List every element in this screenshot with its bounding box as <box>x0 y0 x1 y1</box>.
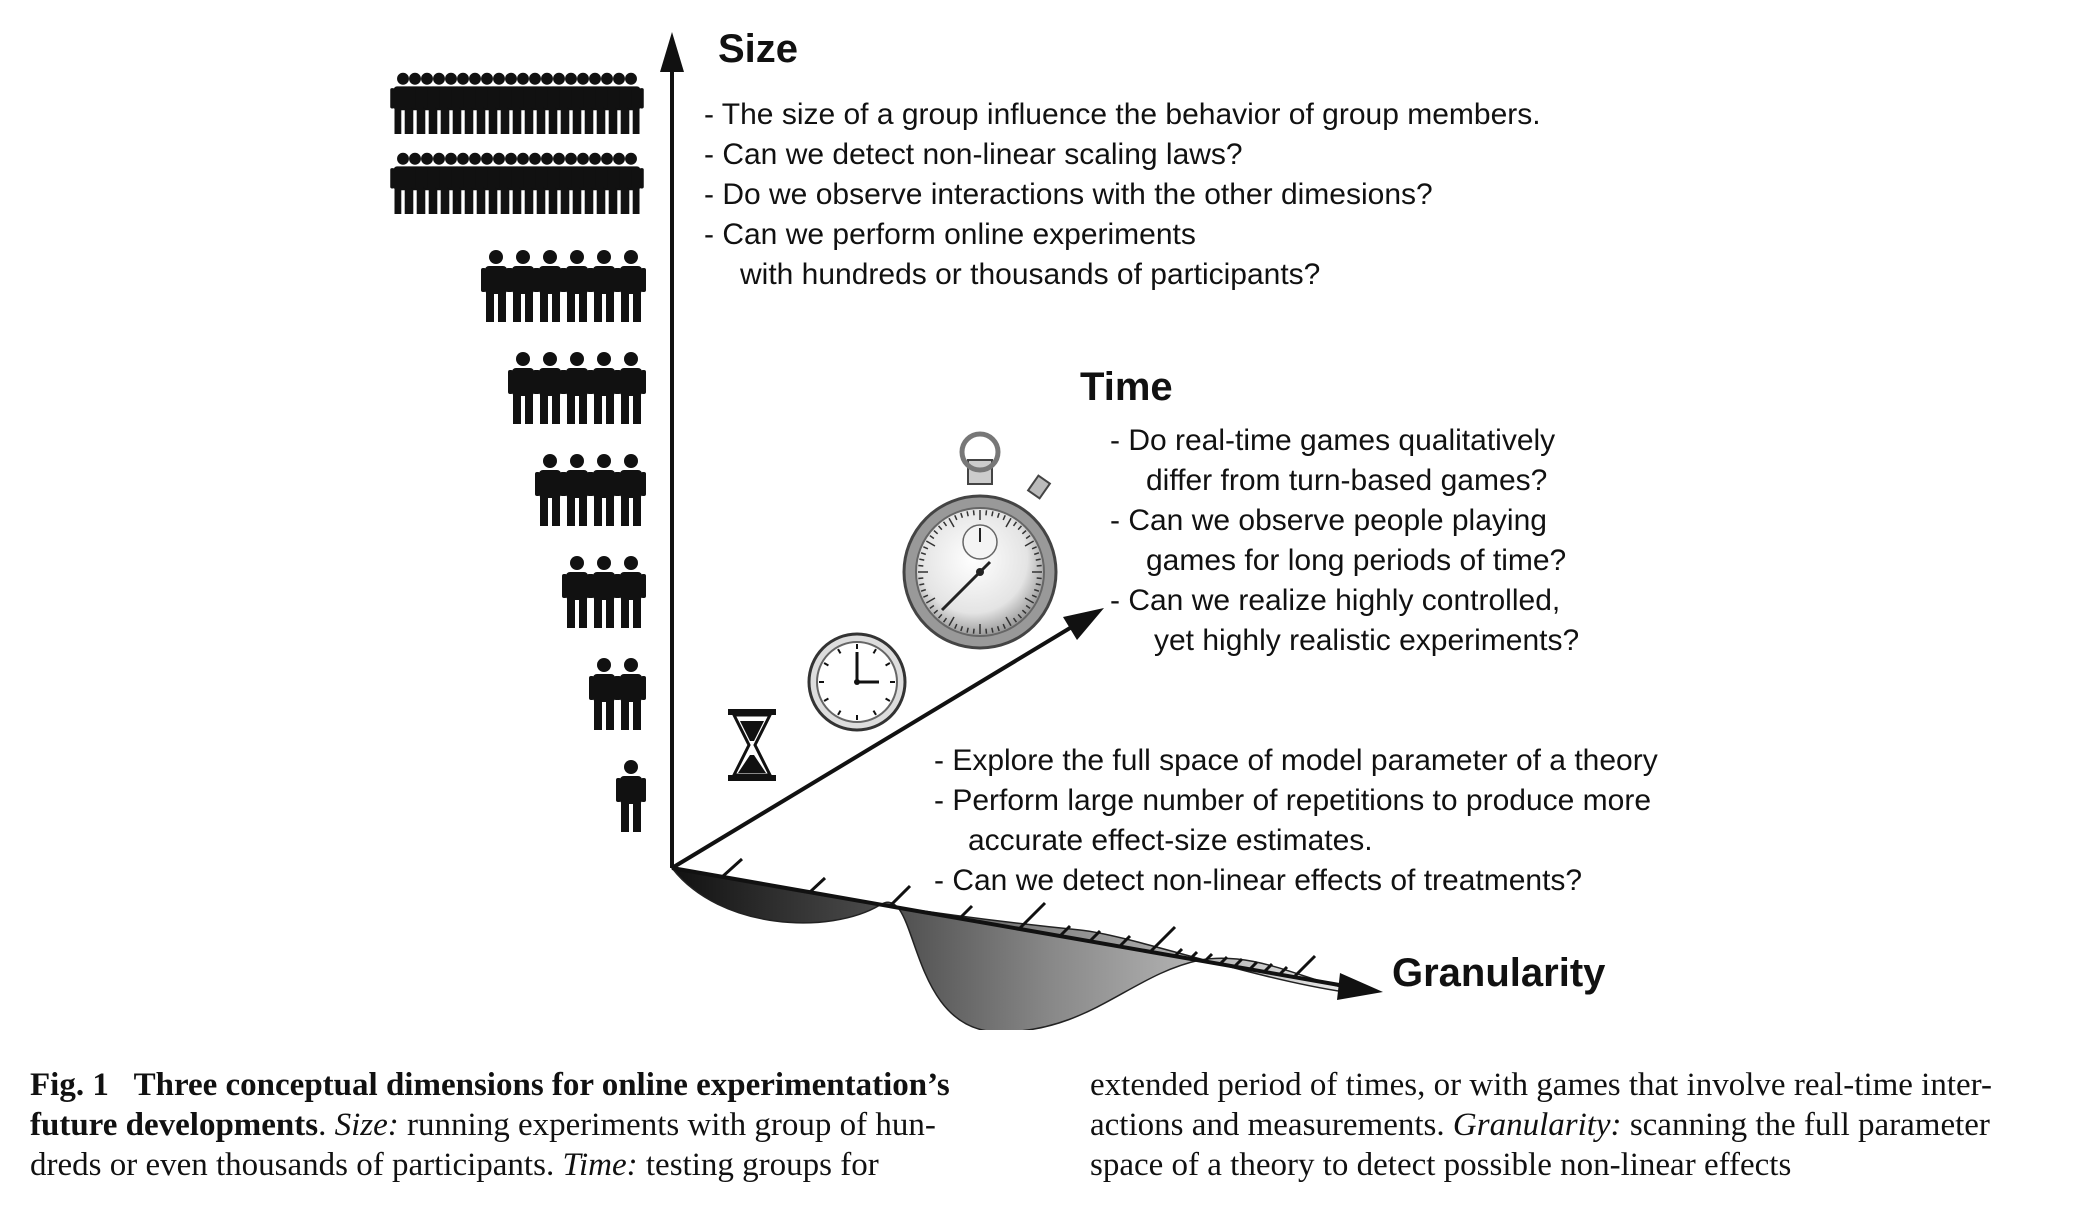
person-icon <box>589 556 619 628</box>
caption-column-left: Fig. 1 Three conceptual dimensions for o… <box>30 1065 1020 1185</box>
person-icon <box>535 250 565 322</box>
person-icon <box>589 658 619 730</box>
caption-title-continued: future developments <box>30 1107 319 1143</box>
person-icon <box>535 352 565 424</box>
person-icon <box>589 250 619 322</box>
granularity-axis-label: Granularity <box>1392 951 1606 995</box>
person-icon <box>508 250 538 322</box>
three-dimensions-diagram: Size Time Granularity - The size of a gr… <box>390 27 1658 1030</box>
time-question: yet highly realistic experiments? <box>1154 624 1579 657</box>
caption-text: actions and measurements. <box>1090 1107 1453 1143</box>
figure-caption: Fig. 1 Three conceptual dimensions for o… <box>30 1065 2070 1205</box>
caption-column-right: extended period of times, or with games … <box>1090 1065 2080 1185</box>
time-questions: - Do real-time games qualitatively diffe… <box>1110 424 1579 657</box>
stopwatch-icon <box>902 431 1058 650</box>
size-axis-arrowhead <box>660 32 684 72</box>
person-icon <box>616 454 646 526</box>
time-question: differ from turn-based games? <box>1146 464 1547 497</box>
person-icon <box>562 352 592 424</box>
hourglass-icon <box>728 709 776 781</box>
person-icon <box>616 760 646 832</box>
person-icon <box>616 556 646 628</box>
granularity-question: - Perform large number of repetitions to… <box>934 784 1651 817</box>
clock-icon <box>807 632 907 732</box>
figure-label: Fig. 1 <box>30 1067 109 1103</box>
size-questions: - The size of a group influence the beha… <box>704 98 1541 291</box>
time-question: - Can we observe people playing <box>1110 504 1547 537</box>
granularity-questions: - Explore the full space of model parame… <box>934 744 1658 897</box>
caption-text: scanning the full parameter <box>1621 1107 1990 1143</box>
caption-text: space of a theory to detect possible non… <box>1090 1147 1792 1183</box>
size-term: Size: <box>334 1107 399 1143</box>
time-question: - Can we realize highly controlled, <box>1110 584 1560 617</box>
person-icon <box>616 658 646 730</box>
size-question: - Can we perform online experiments <box>704 218 1196 251</box>
size-axis-label: Size <box>718 27 798 71</box>
person-icon <box>390 152 416 214</box>
size-question: with hundreds or thousands of participan… <box>739 258 1320 291</box>
granularity-axis-arrowhead <box>1337 973 1383 1000</box>
caption-text: testing groups for <box>637 1147 879 1183</box>
time-question: games for long periods of time? <box>1146 544 1566 577</box>
person-icon <box>589 352 619 424</box>
caption-text: running experiments with group of hun- <box>398 1107 936 1143</box>
size-question: - The size of a group influence the beha… <box>704 98 1541 131</box>
person-icon <box>535 454 565 526</box>
group-size-icons <box>390 72 646 832</box>
person-icon <box>508 352 538 424</box>
person-icon <box>562 556 592 628</box>
granularity-ticks <box>720 857 1317 978</box>
person-icon <box>390 72 416 134</box>
granularity-term: Granularity: <box>1452 1107 1622 1143</box>
person-icon <box>616 250 646 322</box>
caption-text: dreds or even thousands of participants. <box>30 1147 563 1183</box>
granularity-question: - Explore the full space of model parame… <box>934 744 1658 777</box>
time-term: Time: <box>562 1147 638 1183</box>
time-question: - Do real-time games qualitatively <box>1110 424 1555 457</box>
person-icon <box>562 454 592 526</box>
person-icon <box>589 454 619 526</box>
granularity-axis <box>671 866 1346 988</box>
time-axis-arrowhead <box>1063 608 1104 640</box>
person-icon <box>562 250 592 322</box>
caption-text: . <box>318 1107 335 1143</box>
granularity-question: - Can we detect non-linear effects of tr… <box>934 864 1582 897</box>
time-axis <box>670 620 1082 870</box>
caption-title: Three conceptual dimensions for online e… <box>133 1067 950 1103</box>
granularity-question: accurate effect-size estimates. <box>968 824 1373 857</box>
person-icon <box>481 250 511 322</box>
caption-text: extended period of times, or with games … <box>1090 1067 1992 1103</box>
size-question: - Do we observe interactions with the ot… <box>704 178 1433 211</box>
person-icon <box>616 352 646 424</box>
time-axis-label: Time <box>1080 365 1173 409</box>
size-question: - Can we detect non-linear scaling laws? <box>704 138 1243 171</box>
